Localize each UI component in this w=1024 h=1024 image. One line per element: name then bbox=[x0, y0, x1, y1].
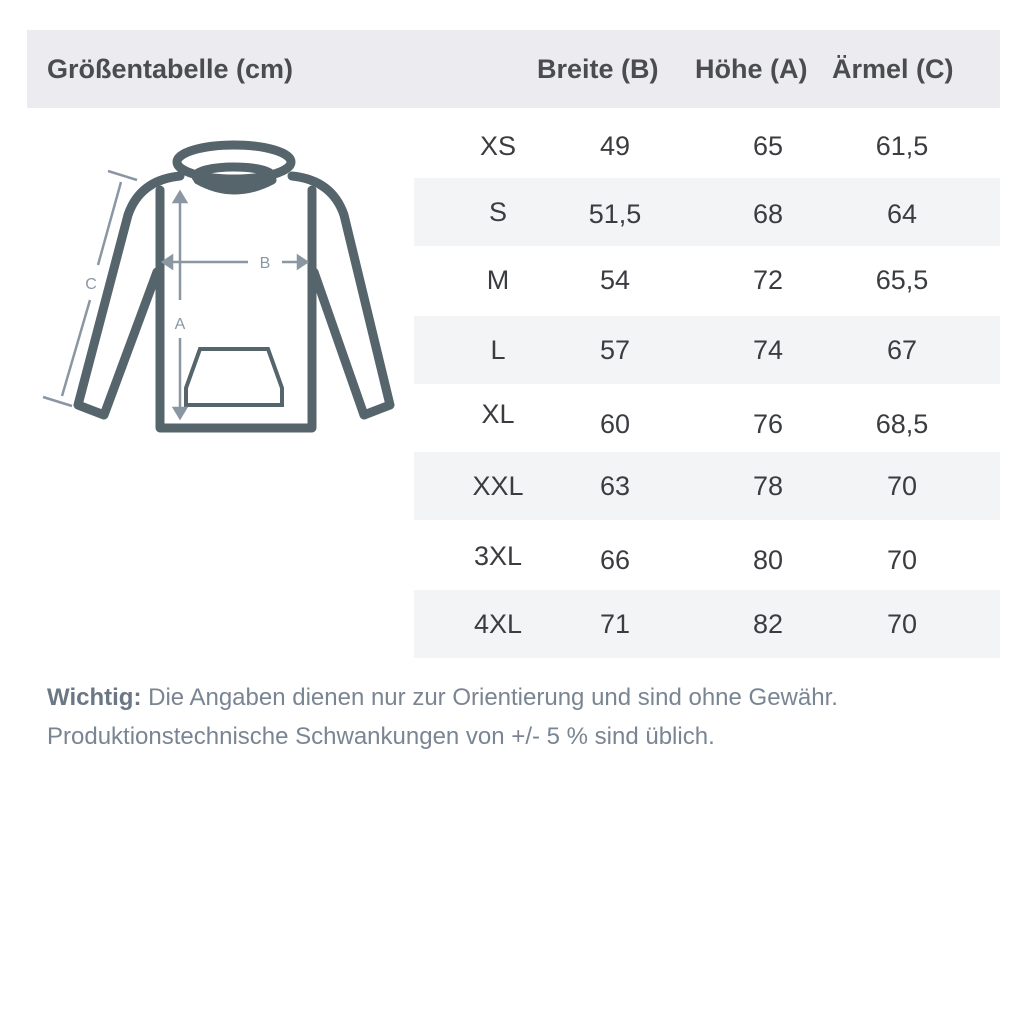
breite-cell: 66 bbox=[599, 545, 631, 575]
size-cell: L bbox=[490, 335, 506, 365]
arrow-b-heads bbox=[160, 253, 310, 271]
column-header-hoehe: Höhe (A) bbox=[695, 54, 808, 84]
size-cell: M bbox=[486, 265, 510, 295]
table-title: Größentabelle (cm) bbox=[47, 54, 294, 84]
hoodie-diagram: A B C bbox=[42, 140, 395, 433]
aermel-cell: 70 bbox=[886, 609, 918, 639]
column-header-breite: Breite (B) bbox=[537, 54, 659, 84]
hoehe-cell: 80 bbox=[752, 545, 784, 575]
aermel-cell: 70 bbox=[886, 545, 918, 575]
breite-cell: 71 bbox=[599, 609, 631, 639]
size-cell: 4XL bbox=[473, 609, 523, 639]
note-label: Wichtig: bbox=[47, 684, 142, 711]
label-a: A bbox=[175, 316, 186, 333]
breite-cell: 57 bbox=[599, 335, 631, 365]
breite-cell: 63 bbox=[599, 471, 631, 501]
table-row: XXL 63 78 70 bbox=[414, 452, 1000, 520]
arrow-c-tick-bottom bbox=[42, 395, 73, 408]
aermel-cell: 70 bbox=[886, 471, 918, 501]
label-c: C bbox=[85, 276, 97, 293]
arrow-a-heads bbox=[171, 189, 189, 421]
hoehe-cell: 82 bbox=[752, 609, 784, 639]
table-row: 4XL 71 82 70 bbox=[414, 590, 1000, 658]
arrow-c-top bbox=[96, 181, 123, 266]
note-line-2: Produktionstechnische Schwankungen von +… bbox=[47, 723, 715, 750]
size-cell: S bbox=[488, 197, 508, 227]
table-row: M 54 72 65,5 bbox=[414, 246, 1000, 314]
size-cell: 3XL bbox=[473, 541, 523, 571]
breite-cell: 54 bbox=[599, 265, 631, 295]
arrow-c-bottom bbox=[60, 299, 92, 397]
hoehe-cell: 72 bbox=[752, 265, 784, 295]
aermel-cell: 64 bbox=[886, 199, 918, 229]
hoehe-cell: 78 bbox=[752, 471, 784, 501]
hoehe-cell: 65 bbox=[752, 131, 784, 161]
aermel-cell: 67 bbox=[886, 335, 918, 365]
arrow-c-tick-top bbox=[107, 169, 138, 182]
aermel-cell: 61,5 bbox=[875, 131, 929, 161]
hoodie-icon bbox=[73, 140, 395, 433]
pocket-icon bbox=[184, 347, 284, 407]
table-header: Größentabelle (cm) Breite (B) Höhe (A) Ä… bbox=[27, 30, 1000, 108]
hoehe-cell: 74 bbox=[752, 335, 784, 365]
table-row: XS 49 65 61,5 bbox=[414, 112, 1000, 180]
size-cell: XL bbox=[481, 399, 515, 429]
aermel-cell: 65,5 bbox=[875, 265, 929, 295]
disclaimer-note: Wichtig: Die Angaben dienen nur zur Orie… bbox=[47, 678, 838, 756]
note-line-1: Die Angaben dienen nur zur Orientierung … bbox=[141, 684, 838, 711]
table-row: 3XL 66 80 70 bbox=[414, 522, 1000, 590]
hoehe-cell: 68 bbox=[752, 199, 784, 229]
table-row: S 51,5 68 64 bbox=[414, 178, 1000, 246]
size-cell: XXL bbox=[472, 471, 524, 501]
breite-cell: 49 bbox=[599, 131, 631, 161]
label-b: B bbox=[260, 255, 271, 272]
table-row: L 57 74 67 bbox=[414, 316, 1000, 384]
breite-cell: 51,5 bbox=[588, 199, 642, 229]
breite-cell: 60 bbox=[599, 409, 631, 439]
size-cell: XS bbox=[479, 131, 517, 161]
table-row: XL 60 76 68,5 bbox=[414, 384, 1000, 452]
hoehe-cell: 76 bbox=[752, 409, 784, 439]
column-header-aermel: Ärmel (C) bbox=[832, 54, 954, 84]
aermel-cell: 68,5 bbox=[875, 409, 929, 439]
